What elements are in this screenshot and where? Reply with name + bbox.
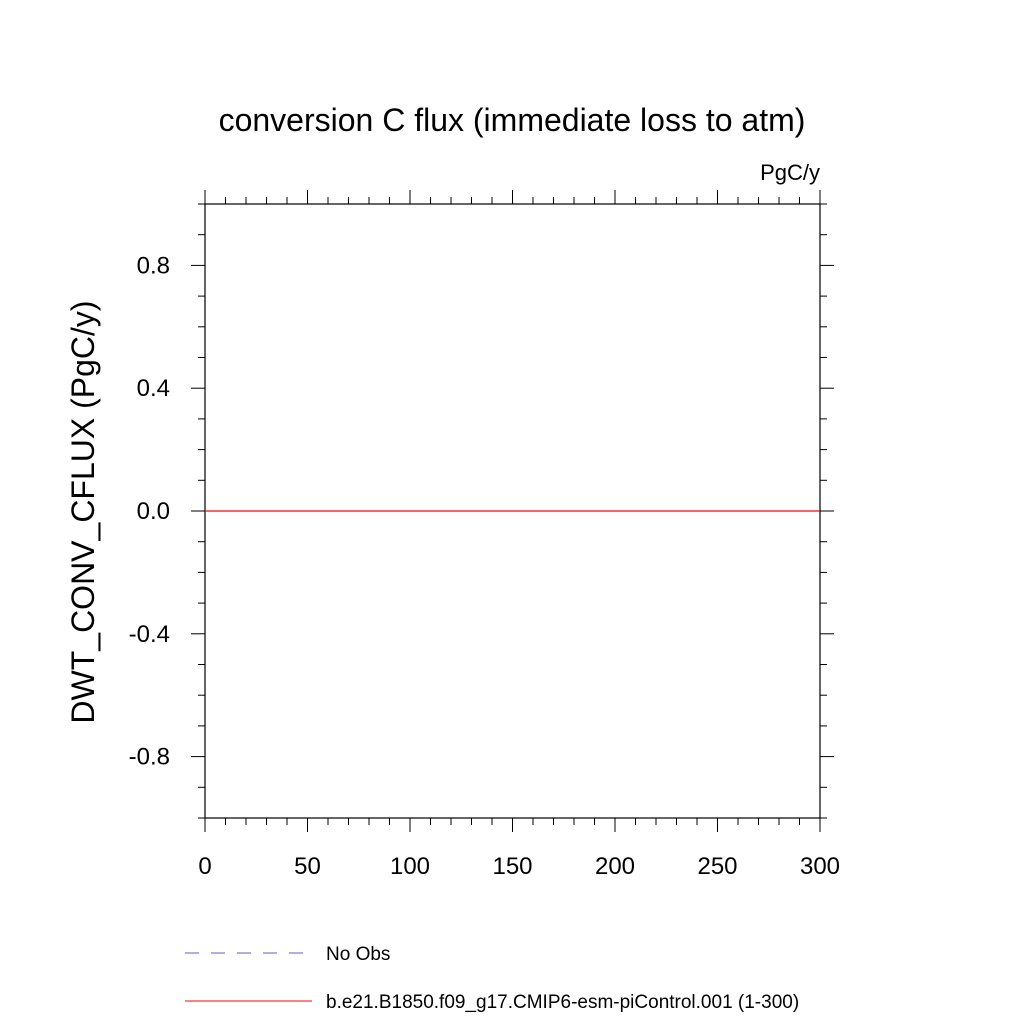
chart-title: conversion C flux (immediate loss to atm… <box>219 102 806 138</box>
x-tick-label: 50 <box>294 853 321 880</box>
y-tick-label: 0.0 <box>137 498 170 525</box>
x-tick-label: 300 <box>800 853 840 880</box>
y-tick-label: 0.4 <box>137 375 170 402</box>
x-tick-label: 200 <box>595 853 635 880</box>
legend: No Obs b.e21.B1850.f09_g17.CMIP6-esm-piCo… <box>185 944 799 1013</box>
y-tick-label: -0.4 <box>129 621 170 648</box>
legend-label-1: b.e21.B1850.f09_g17.CMIP6-esm-piControl.… <box>326 992 799 1013</box>
legend-label-0: No Obs <box>326 944 390 965</box>
y-axis-label: DWT_CONV_CFLUX (PgC/y) <box>65 300 101 723</box>
x-tick-label: 150 <box>492 853 532 880</box>
x-tick-label: 0 <box>198 853 211 880</box>
x-tick-label: 100 <box>390 853 430 880</box>
axis-ticks: 0 50 100 150 200 250 300 -0.8 -0.4 0.0 0.4 0.8 <box>129 190 840 880</box>
y-tick-label: 0.8 <box>137 252 170 279</box>
chart-units-label: PgC/y <box>760 160 820 185</box>
x-tick-label: 250 <box>697 853 737 880</box>
y-tick-label: -0.8 <box>129 744 170 771</box>
